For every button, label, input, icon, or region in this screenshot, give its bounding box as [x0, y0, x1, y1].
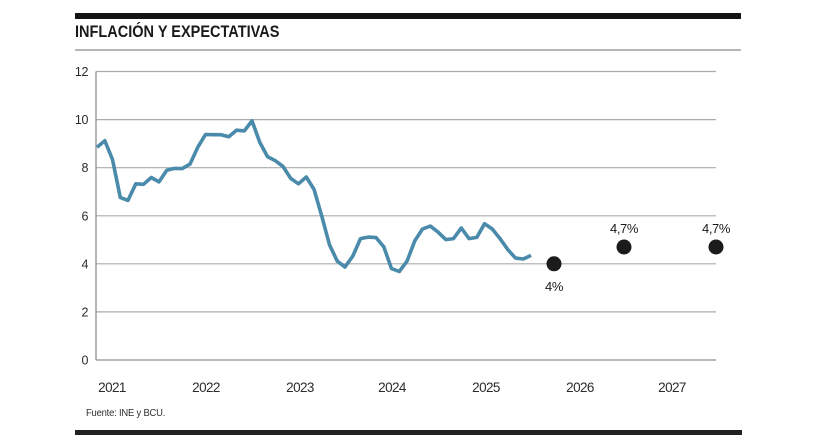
expectation-label: 4% — [545, 279, 564, 294]
title-rule-thin — [75, 49, 741, 51]
bottom-rule-thick — [75, 430, 742, 435]
expectation-label: 4,7% — [702, 221, 731, 236]
x-tick-label: 2022 — [192, 380, 220, 395]
y-tick-label: 0 — [81, 354, 88, 368]
x-tick-label: 2021 — [98, 380, 126, 395]
y-tick-label: 10 — [75, 113, 89, 127]
expectation-dot — [708, 239, 724, 255]
inflation-line — [95, 119, 532, 274]
x-tick-label: 2027 — [658, 380, 686, 395]
expectation-dot — [616, 239, 632, 255]
y-tick-label: 4 — [81, 257, 88, 271]
y-tick-label: 12 — [75, 65, 89, 79]
source-note: Fuente: INE y BCU. — [86, 408, 166, 419]
y-tick-label: 6 — [81, 209, 88, 223]
expectation-label: 4,7% — [610, 221, 639, 236]
y-tick-label: 2 — [81, 305, 88, 319]
x-tick-label: 2025 — [472, 380, 500, 395]
x-tick-label: 2026 — [566, 380, 594, 395]
expectation-dot — [546, 256, 562, 272]
y-tick-label: 8 — [81, 161, 88, 175]
x-tick-label: 2024 — [378, 380, 407, 395]
chart-title: INFLACIÓN Y EXPECTATIVAS — [75, 23, 280, 41]
top-rule-thick — [75, 13, 741, 19]
x-tick-label: 2023 — [286, 380, 314, 395]
